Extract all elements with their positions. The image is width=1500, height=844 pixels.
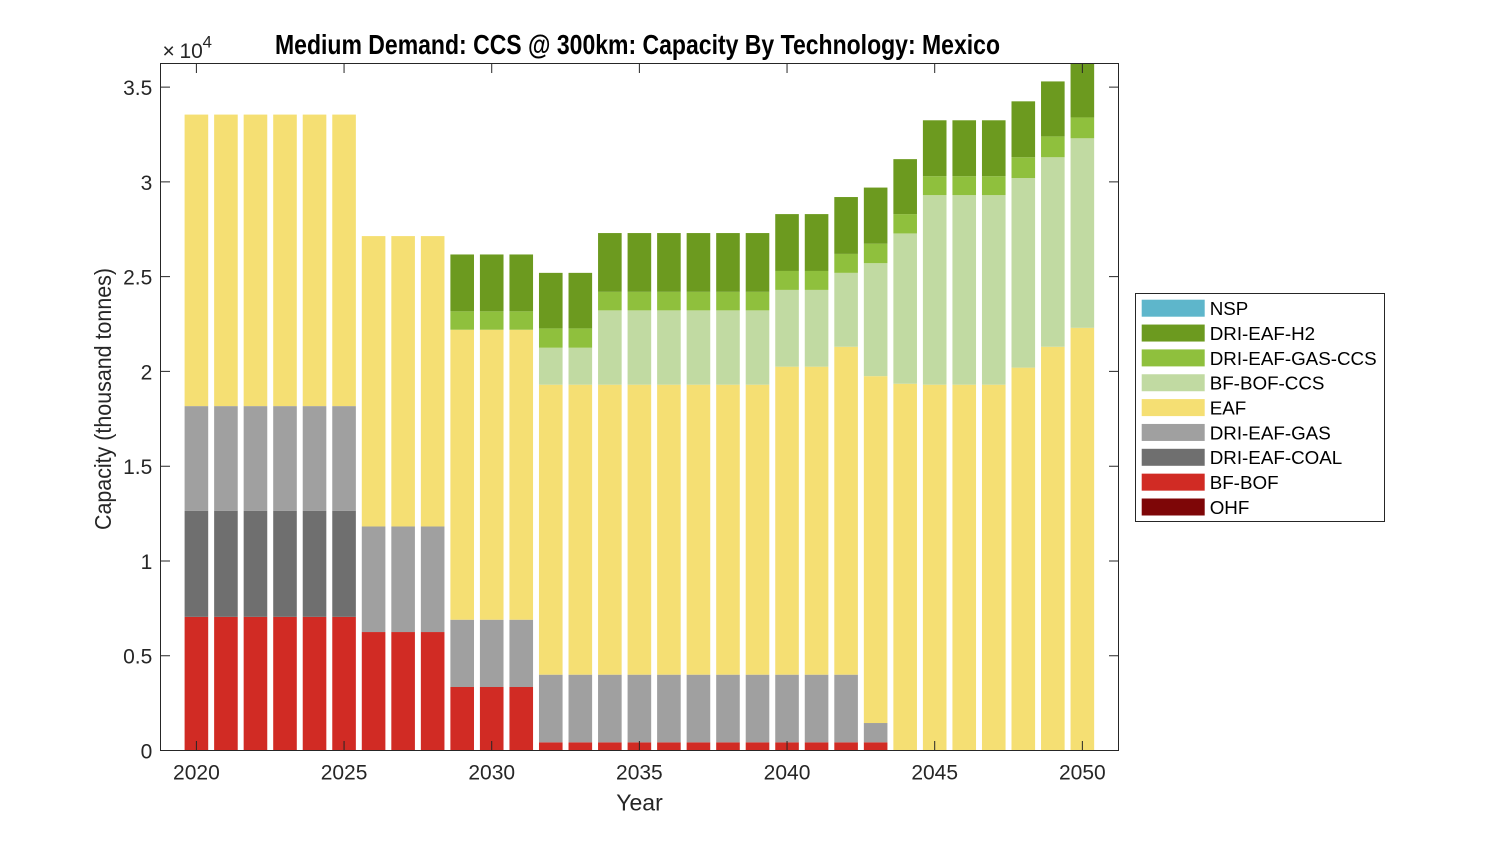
svg-text:1: 1 [141,551,153,574]
svg-text:2: 2 [141,361,153,384]
svg-text:2035: 2035 [616,762,663,785]
svg-text:10: 10 [180,40,203,63]
svg-text:3: 3 [141,172,153,195]
svg-text:OHF: OHF [1210,497,1250,518]
svg-text:2020: 2020 [173,762,220,785]
svg-text:2050: 2050 [1059,762,1106,785]
svg-text:Capacity (thousand tonnes): Capacity (thousand tonnes) [90,268,116,530]
svg-text:2.5: 2.5 [123,267,152,290]
svg-text:Medium Demand: CCS @ 300km: Ca: Medium Demand: CCS @ 300km: Capacity By … [275,29,1000,60]
svg-text:DRI-EAF-GAS-CCS: DRI-EAF-GAS-CCS [1210,348,1377,369]
svg-text:2040: 2040 [764,762,811,785]
svg-text:×: × [163,40,175,63]
svg-text:0: 0 [141,741,153,764]
svg-text:DRI-EAF-COAL: DRI-EAF-COAL [1210,447,1343,468]
svg-text:2030: 2030 [468,762,515,785]
svg-text:4: 4 [203,33,212,52]
svg-text:0.5: 0.5 [123,646,152,669]
svg-text:Year: Year [616,790,663,816]
svg-text:2045: 2045 [911,762,958,785]
svg-text:EAF: EAF [1210,398,1247,419]
svg-text:1.5: 1.5 [123,456,152,479]
svg-text:3.5: 3.5 [123,77,152,100]
svg-text:NSP: NSP [1210,298,1249,319]
svg-text:BF-BOF-CCS: BF-BOF-CCS [1210,373,1325,394]
svg-text:DRI-EAF-H2: DRI-EAF-H2 [1210,323,1315,344]
svg-text:2025: 2025 [321,762,368,785]
svg-text:BF-BOF: BF-BOF [1210,472,1279,493]
svg-text:DRI-EAF-GAS: DRI-EAF-GAS [1210,422,1331,443]
